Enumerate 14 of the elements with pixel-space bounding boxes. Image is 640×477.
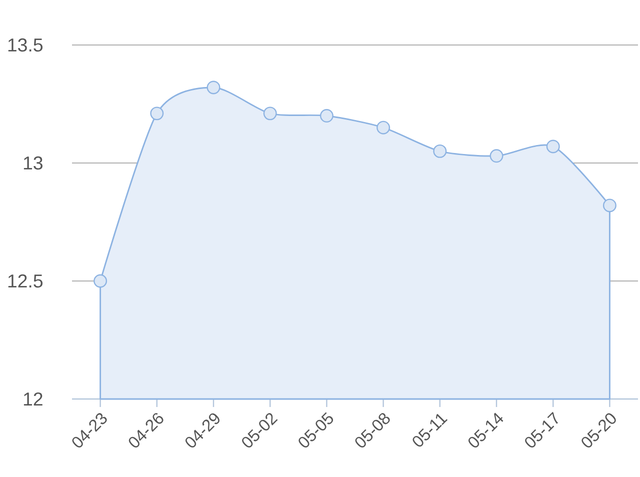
point xyxy=(150,106,164,120)
point xyxy=(602,198,616,212)
point xyxy=(206,80,220,94)
point xyxy=(263,106,277,120)
point xyxy=(376,120,390,134)
point xyxy=(320,109,334,123)
y-tick-label: 13 xyxy=(24,156,42,170)
point xyxy=(490,149,504,163)
y-tick-label: 13.5 xyxy=(8,38,43,52)
point xyxy=(546,140,560,154)
point xyxy=(433,144,447,158)
y-tick-label: 12.5 xyxy=(8,274,43,288)
y-tick-label: 12 xyxy=(24,392,42,406)
point xyxy=(94,274,108,288)
